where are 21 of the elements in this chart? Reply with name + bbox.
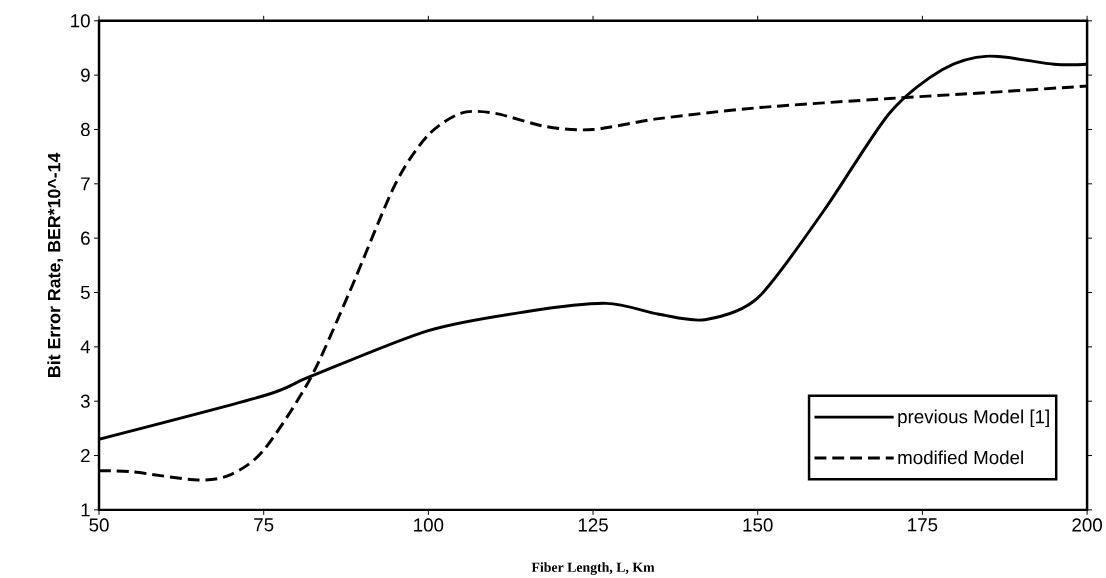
y-tick-label: 7: [81, 177, 90, 191]
y-tick-label: 8: [80, 122, 90, 137]
x-tick-label: 50: [89, 518, 109, 532]
x-tick-label: 125: [578, 518, 608, 532]
x-tick-label: 175: [908, 518, 938, 532]
y-tick-label: 9: [81, 68, 90, 82]
y-tick-label: 1: [81, 503, 90, 517]
x-tick-label: 75: [254, 518, 274, 532]
y-tick-label: 3: [80, 394, 90, 408]
legend-label: modified Model: [898, 450, 1023, 465]
y-tick-label: 6: [81, 231, 90, 245]
x-tick-label: 200: [1072, 518, 1102, 532]
y-tick-label: 5: [80, 285, 90, 299]
y-tick-label: 4: [80, 340, 91, 354]
x-tick-label: 100: [414, 518, 444, 532]
legend-label: previous Model [1]: [898, 409, 1049, 427]
y-axis-title: Bit Error Rate, BER*10^-14: [47, 152, 63, 377]
y-tick-label: 10: [71, 14, 90, 28]
y-tick-label: 2: [81, 448, 90, 462]
x-tick-label: 150: [743, 518, 773, 532]
x-axis-title: Fiber Length, L, Km: [531, 562, 655, 575]
